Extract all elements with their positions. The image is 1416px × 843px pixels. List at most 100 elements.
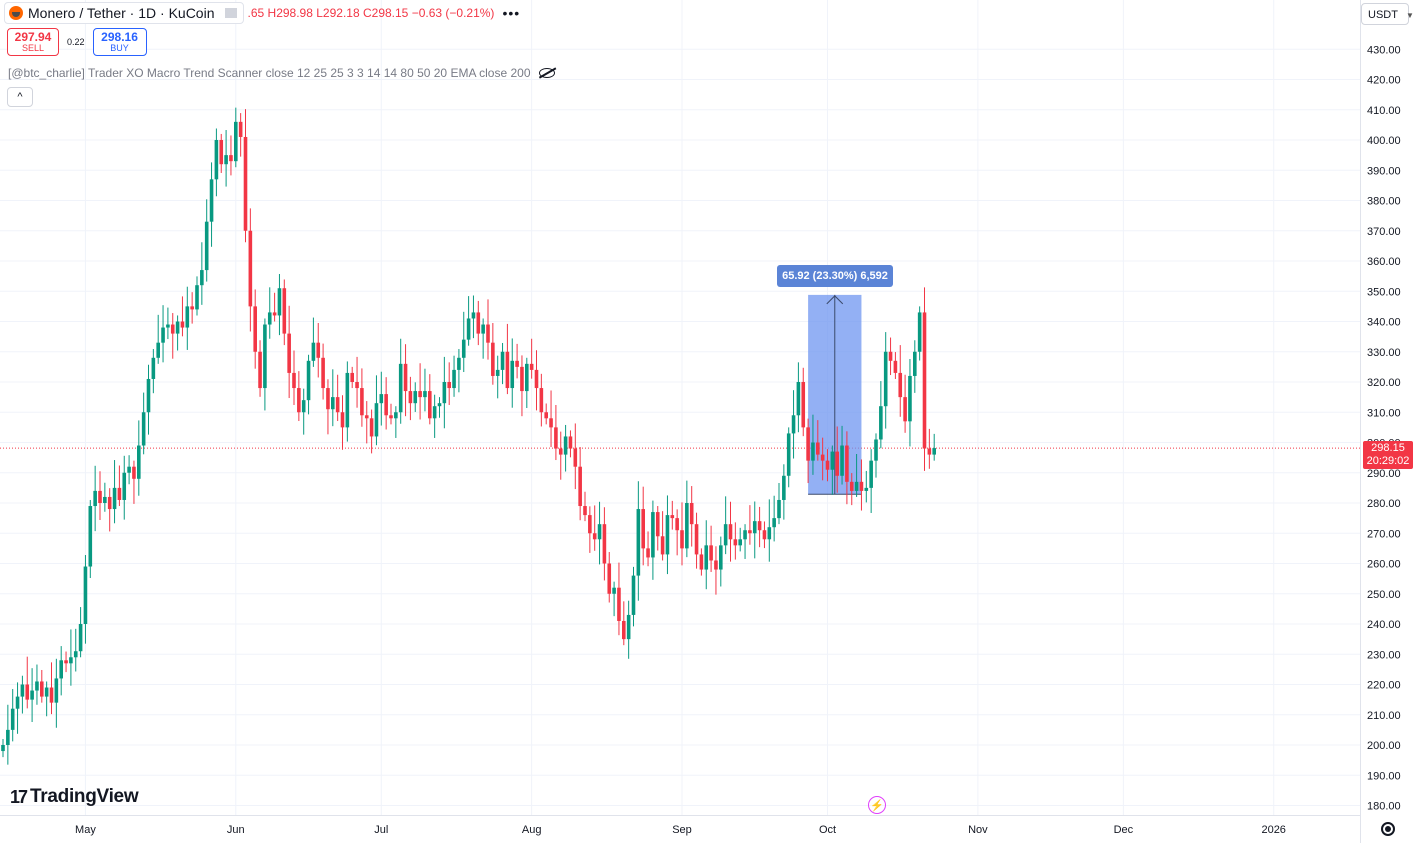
candle-body bbox=[772, 518, 776, 528]
candle bbox=[563, 424, 568, 472]
candle bbox=[69, 629, 73, 686]
price-tick-label: 250.00 bbox=[1367, 589, 1401, 601]
candle-body bbox=[728, 524, 733, 540]
candle bbox=[709, 525, 713, 572]
buy-button[interactable]: 298.16 BUY bbox=[92, 28, 147, 56]
flag-icon[interactable] bbox=[224, 8, 237, 18]
candle bbox=[757, 506, 762, 548]
candle bbox=[486, 299, 490, 360]
candle-body bbox=[122, 472, 127, 500]
symbol-title: Monero / Tether · 1D · KuCoin bbox=[28, 5, 215, 21]
indicator-legend[interactable]: [@btc_charlie] Trader XO Macro Trend Sca… bbox=[8, 66, 555, 80]
measure-arrowhead bbox=[826, 295, 844, 305]
candle bbox=[25, 656, 30, 709]
candle bbox=[685, 480, 689, 558]
candle bbox=[835, 426, 839, 493]
candle-body bbox=[927, 448, 932, 455]
sell-button[interactable]: 297.94 SELL bbox=[7, 28, 59, 56]
candle bbox=[913, 340, 917, 393]
candle-body bbox=[364, 415, 369, 419]
candle bbox=[263, 318, 267, 411]
price-tick-label: 370.00 bbox=[1367, 226, 1401, 238]
candle bbox=[326, 379, 330, 435]
candle-body bbox=[403, 363, 408, 392]
candle bbox=[820, 437, 825, 481]
candle bbox=[122, 455, 127, 520]
price-tick-label: 330.00 bbox=[1367, 347, 1401, 359]
buy-label: BUY bbox=[110, 43, 129, 53]
candle bbox=[272, 292, 277, 322]
candle-body bbox=[544, 412, 548, 419]
candle-body bbox=[898, 372, 903, 398]
candle bbox=[59, 646, 63, 696]
candle bbox=[791, 390, 796, 459]
candle bbox=[554, 404, 558, 461]
eye-off-icon[interactable] bbox=[538, 68, 555, 78]
candle bbox=[408, 376, 413, 421]
candle bbox=[30, 668, 34, 723]
candle-body bbox=[35, 681, 39, 691]
candle-body bbox=[675, 518, 679, 531]
candle-body bbox=[331, 397, 335, 410]
more-options-icon[interactable]: ••• bbox=[502, 5, 521, 21]
candle bbox=[267, 287, 272, 339]
candle-body bbox=[723, 524, 728, 546]
candle-body bbox=[680, 530, 684, 549]
candle-body bbox=[466, 318, 471, 340]
candle bbox=[461, 311, 466, 373]
candle bbox=[248, 208, 253, 332]
candle bbox=[675, 509, 679, 556]
candle-body bbox=[224, 155, 228, 165]
candle-body bbox=[806, 427, 810, 461]
gear-icon[interactable] bbox=[1381, 822, 1395, 836]
ohlc-high: H298.98 bbox=[267, 6, 313, 20]
candle-body bbox=[30, 690, 34, 700]
candle-body bbox=[73, 651, 78, 658]
candle-body bbox=[825, 460, 830, 470]
candle bbox=[282, 279, 287, 346]
chart-header: Monero / Tether · 1D · KuCoin .65 H298.9… bbox=[4, 2, 520, 24]
candle bbox=[107, 488, 112, 532]
candle-body bbox=[398, 363, 403, 413]
candle-body bbox=[112, 487, 117, 510]
candle bbox=[495, 355, 500, 399]
candle bbox=[277, 274, 282, 336]
candle bbox=[301, 388, 306, 435]
candle-body bbox=[117, 487, 122, 500]
candle bbox=[93, 465, 97, 532]
candle bbox=[816, 420, 820, 461]
candle-body bbox=[670, 515, 675, 519]
collapse-legend-button[interactable]: ^ bbox=[7, 87, 33, 107]
candle-body bbox=[311, 342, 316, 361]
candle-body bbox=[820, 454, 825, 461]
candle bbox=[6, 704, 10, 765]
candle-body bbox=[166, 324, 170, 328]
candle-body bbox=[869, 460, 873, 488]
candle-body bbox=[864, 487, 869, 491]
candle bbox=[845, 431, 849, 505]
candle bbox=[287, 305, 291, 399]
candle bbox=[10, 689, 15, 742]
candle-body bbox=[6, 729, 10, 745]
tradingview-logo[interactable]: 17 TradingView bbox=[10, 786, 139, 808]
candle-body bbox=[423, 391, 427, 398]
candle-body bbox=[777, 499, 781, 519]
candle-body bbox=[360, 388, 364, 416]
candle-body bbox=[704, 545, 709, 570]
candle bbox=[723, 496, 728, 555]
candle bbox=[534, 350, 539, 411]
candle bbox=[132, 460, 136, 504]
currency-selector[interactable]: USDT ▼ bbox=[1361, 3, 1414, 25]
candle-body bbox=[655, 512, 660, 537]
candle-body bbox=[583, 506, 587, 516]
candle bbox=[728, 501, 733, 562]
candle bbox=[360, 368, 364, 427]
candle-body bbox=[529, 363, 534, 370]
candle bbox=[331, 369, 335, 427]
bolt-icon[interactable]: ⚡ bbox=[868, 796, 886, 814]
candle-body bbox=[874, 439, 878, 461]
symbol-selector[interactable]: Monero / Tether · 1D · KuCoin bbox=[4, 2, 244, 24]
candle bbox=[752, 501, 757, 559]
candle-body bbox=[913, 351, 917, 376]
